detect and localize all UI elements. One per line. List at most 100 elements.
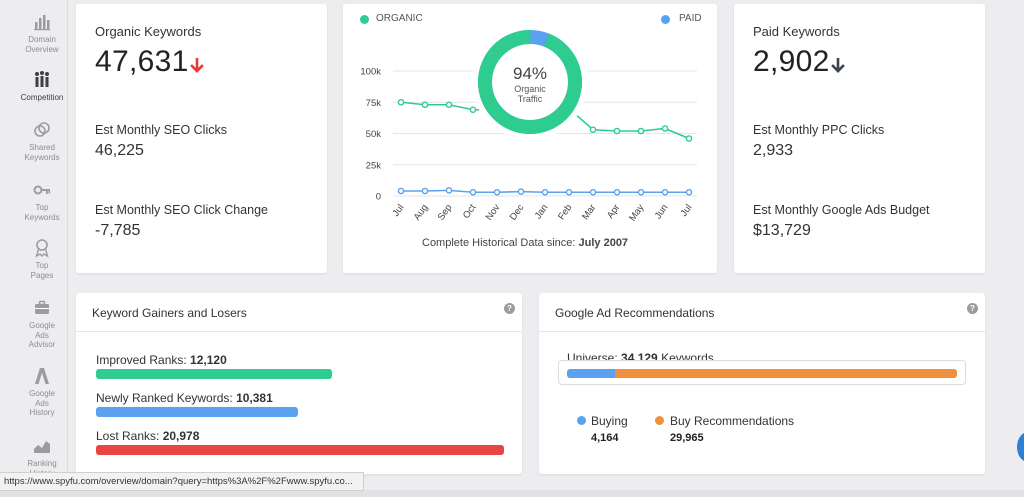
seo-click-change-value: -7,785 xyxy=(95,222,141,239)
seo-click-change-label: Est Monthly SEO Click Change xyxy=(95,203,268,217)
donut-percent: 94% xyxy=(513,64,547,83)
donut-organic-arc xyxy=(478,29,582,134)
y-tick-label: 0 xyxy=(376,192,381,203)
sidebar-item-label: Competition xyxy=(20,93,64,102)
keyword-gainers-card: Keyword Gainers and Losers ? Improved Ra… xyxy=(76,293,522,474)
arrow-down-icon xyxy=(831,58,845,73)
data-point-paid xyxy=(445,187,453,194)
lost-ranks-value: 20,978 xyxy=(162,429,200,443)
data-point-organic xyxy=(613,127,621,135)
x-tick-label: Feb xyxy=(556,202,574,222)
data-point-organic xyxy=(445,101,453,109)
ads-budget-value: $13,729 xyxy=(753,222,811,239)
x-tick-label: Jul xyxy=(678,202,694,218)
x-tick-label: Apr xyxy=(605,202,622,220)
bar-chart-icon xyxy=(34,15,50,31)
traffic-line-chart: 0 25k 50k 75k 100k Jul Aug Sep Oct Nov Dec Jan Feb Ma… xyxy=(360,24,697,223)
improved-ranks-value: 12,120 xyxy=(190,353,227,367)
data-point-paid xyxy=(541,188,549,196)
sidebar-item-domain-overview[interactable]: Domain Overview xyxy=(0,12,84,54)
x-tick-label: May xyxy=(627,202,646,223)
data-point-paid xyxy=(685,188,693,196)
sidebar-nav: Domain Overview Competition Shared Keywo… xyxy=(0,0,68,497)
ads-budget-label: Est Monthly Google Ads Budget xyxy=(753,203,930,217)
x-tick-label: Jun xyxy=(653,202,671,221)
x-tick-label: Nov xyxy=(484,202,503,222)
x-tick-label: Sep xyxy=(436,202,455,222)
venn-icon xyxy=(34,122,50,137)
recommendation-legend-dot xyxy=(655,416,664,425)
donut-label-line2: Traffic xyxy=(518,94,543,104)
organic-legend-dot xyxy=(360,15,369,24)
data-point-paid xyxy=(613,188,621,196)
newly-ranked-label: Newly Ranked Keywords: 10,381 xyxy=(96,391,273,405)
data-point-organic xyxy=(637,127,645,135)
lost-ranks-bar xyxy=(96,445,504,455)
help-icon[interactable]: ? xyxy=(504,303,515,314)
data-point-paid xyxy=(517,188,525,195)
data-point-organic xyxy=(397,98,405,106)
traffic-chart-card: ORGANIC PAID 0 25k 50k 75k 100k Jul Aug Sep Oct N… xyxy=(343,4,717,273)
lost-ranks-text: Lost Ranks: xyxy=(96,429,163,443)
arrow-down-icon xyxy=(190,58,204,73)
y-tick-label: 25k xyxy=(366,160,382,171)
y-tick-label: 75k xyxy=(366,98,382,109)
x-tick-label: Jan xyxy=(533,202,551,221)
organic-keywords-label: Organic Keywords xyxy=(95,24,202,39)
key-icon xyxy=(33,185,51,195)
seo-clicks-label: Est Monthly SEO Clicks xyxy=(95,123,227,137)
improved-ranks-label: Improved Ranks: 12,120 xyxy=(96,353,227,367)
sidebar-item-google-ads-history[interactable]: Google Ads History xyxy=(0,366,84,418)
help-icon[interactable]: ? xyxy=(967,303,978,314)
sidebar-item-label: Domain Overview xyxy=(25,35,59,54)
recommendation-label: Buy Recommendations xyxy=(670,414,795,428)
history-footer-prefix: Complete Historical Data since: xyxy=(422,237,579,249)
chat-widget-button[interactable] xyxy=(1017,432,1024,462)
universe-bar xyxy=(567,369,957,378)
buying-value: 4,164 xyxy=(591,432,619,444)
universe-bar-frame xyxy=(558,360,966,385)
ad-recommendations-card: Google Ad Recommendations ? Universe: 34… xyxy=(539,293,985,474)
history-footer: Complete Historical Data since: July 200… xyxy=(422,237,628,249)
recommendation-segment xyxy=(614,369,957,378)
sidebar-item-label: Top Pages xyxy=(30,261,54,280)
sidebar-item-label: Google Ads Advisor xyxy=(28,321,56,349)
data-point-organic xyxy=(469,106,477,114)
data-point-organic xyxy=(421,101,429,109)
data-point-paid xyxy=(637,188,645,196)
ppc-clicks-label: Est Monthly PPC Clicks xyxy=(753,123,885,137)
data-point-paid xyxy=(589,188,597,196)
data-point-paid xyxy=(661,188,669,196)
competition-icon xyxy=(35,71,49,87)
sidebar-item-label: Top Keywords xyxy=(24,203,60,222)
sidebar-item-shared-keywords[interactable]: Shared Keywords xyxy=(0,120,84,162)
organic-keywords-card: Organic Keywords 47,631 Est Monthly SEO … xyxy=(76,4,327,273)
paid-keywords-value: 2,902 xyxy=(753,45,830,78)
data-point-paid xyxy=(493,188,501,196)
divider xyxy=(539,331,985,332)
newly-ranked-value: 10,381 xyxy=(236,391,273,405)
sidebar-item-top-pages[interactable]: Top Pages xyxy=(0,238,84,280)
sidebar-item-competition[interactable]: Competition xyxy=(0,70,84,103)
ad-reco-title: Google Ad Recommendations xyxy=(555,306,715,320)
newly-ranked-bar xyxy=(96,407,298,417)
recommendation-value: 29,965 xyxy=(670,432,704,444)
x-tick-label: Jul xyxy=(390,202,406,218)
sidebar-item-label: Shared Keywords xyxy=(24,143,60,162)
sidebar-item-google-ads-advisor[interactable]: Google Ads Advisor xyxy=(0,298,84,350)
data-point-organic xyxy=(589,126,597,134)
paid-keywords-card: Paid Keywords 2,902 Est Monthly PPC Clic… xyxy=(734,4,985,273)
improved-ranks-text: Improved Ranks: xyxy=(96,353,191,367)
x-tick-label: Dec xyxy=(508,202,527,222)
divider xyxy=(76,331,522,332)
organic-keywords-value: 47,631 xyxy=(95,45,189,78)
x-tick-label: Aug xyxy=(412,202,431,222)
data-point-paid xyxy=(397,187,405,195)
ads-a-icon xyxy=(35,368,49,384)
sidebar-item-top-keywords[interactable]: Top Keywords xyxy=(0,180,84,222)
status-bar-url: https://www.spyfu.com/overview/domain?qu… xyxy=(0,472,364,491)
paid-legend-dot xyxy=(661,15,670,24)
briefcase-icon xyxy=(35,300,49,314)
data-point-paid xyxy=(421,187,429,195)
area-chart-icon xyxy=(34,441,50,453)
